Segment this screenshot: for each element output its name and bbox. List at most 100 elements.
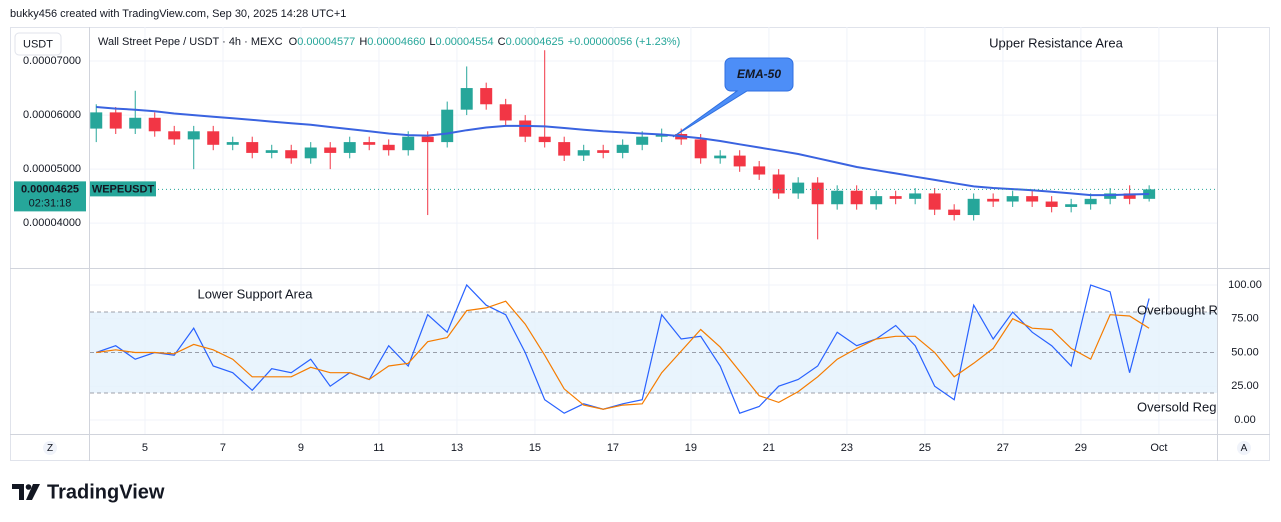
candle-body [928, 193, 941, 210]
y-tick-label: 0.00004000 [23, 217, 81, 229]
x-tick-label: 29 [1075, 442, 1087, 454]
candle-body [402, 136, 415, 151]
candle-body [285, 150, 298, 159]
price-tag-countdown: 02:31:18 [29, 197, 72, 209]
legend-key: H [359, 36, 367, 48]
candle-body [207, 131, 220, 145]
candle-body [480, 88, 493, 105]
oscillator-panel [90, 283, 1217, 414]
scale-button[interactable] [1237, 441, 1251, 455]
candle-body [792, 182, 805, 194]
candle-body [772, 174, 785, 194]
x-tick-label: 25 [919, 442, 931, 454]
candle-body [1065, 204, 1078, 207]
callout-text: EMA-50 [737, 67, 781, 81]
currency-badge-text: USDT [23, 38, 53, 50]
candle-body [1084, 198, 1097, 205]
frame [10, 27, 1270, 461]
legend-value: 0.00004660 [367, 36, 425, 48]
candle-body [1143, 189, 1156, 199]
candle-body [694, 139, 707, 159]
candle-body [714, 155, 727, 159]
x-tick-label: 11 [373, 442, 384, 454]
brand-logo [12, 484, 40, 500]
y-tick-label: 50.00 [1231, 346, 1259, 358]
legend-key: L [429, 36, 435, 48]
annotation: Lower Support Area [198, 286, 314, 301]
symbol-tag-text: WEPEUSDT [92, 183, 155, 195]
x-tick-label: 5 [142, 442, 148, 454]
candle-body [421, 136, 434, 143]
price-tag-value: 0.00004625 [21, 183, 79, 195]
candle-body [226, 142, 239, 145]
candle-body [616, 144, 629, 153]
candle-body [90, 112, 103, 129]
legend: Wall Street Pepe / USDT · 4h · MEXC O0.00… [98, 36, 680, 48]
candle-body [519, 120, 532, 137]
candle-body [577, 150, 590, 156]
price-tag [14, 181, 86, 212]
x-tick-label: 17 [607, 442, 619, 454]
candle-body [909, 193, 922, 199]
annotation: Overbought R [1137, 302, 1218, 317]
candle-body [343, 142, 356, 153]
x-tick-label: 23 [841, 442, 853, 454]
logo-part [26, 484, 40, 500]
candle-body [148, 117, 161, 132]
candle-body [304, 147, 317, 159]
candle-body [538, 136, 551, 143]
candle-body [831, 190, 844, 205]
x-tick-label: 27 [997, 442, 1009, 454]
callout [672, 57, 794, 138]
candle-body [187, 131, 200, 140]
x-tick-label: 21 [763, 442, 775, 454]
candle-body [753, 166, 766, 175]
annotation: Oversold Reg [1137, 399, 1216, 414]
candle-body [850, 190, 863, 205]
legend-change: +0.00000056 (+1.23%) [568, 36, 681, 48]
y-tick-label: 100.00 [1228, 279, 1262, 291]
y-tick-label: 0.00005000 [23, 163, 81, 175]
logo-part [25, 484, 32, 490]
candle-body [1006, 196, 1019, 202]
author-line: bukky456 created with TradingView.com, S… [10, 8, 346, 20]
oscillator-line [96, 300, 1150, 410]
scale-button-label: A [1241, 443, 1248, 454]
price-panel [90, 50, 1217, 240]
candle-body [1123, 193, 1136, 199]
candle-body [870, 196, 883, 205]
x-tick-label: 9 [298, 442, 304, 454]
candle-body [168, 131, 181, 140]
candle-body [1104, 193, 1117, 199]
candle-body [109, 112, 122, 129]
candle-body [129, 117, 142, 129]
candle-body [558, 142, 571, 156]
y-tick-label: 0.00 [1234, 414, 1255, 426]
candle-body [948, 209, 961, 216]
annotation: Upper Resistance Area [989, 35, 1123, 50]
candle-body [382, 144, 395, 151]
candle-body [636, 136, 649, 145]
x-tick-label: 13 [451, 442, 463, 454]
symbol-tag [90, 181, 156, 197]
currency-badge[interactable] [14, 32, 62, 56]
candle-body [324, 147, 337, 153]
scale-button[interactable] [43, 441, 57, 455]
legend-value: 0.00004625 [506, 36, 564, 48]
y-tick-label: 25.00 [1231, 380, 1259, 392]
candle-body [889, 196, 902, 199]
candle-body [499, 104, 512, 121]
candle-body [811, 182, 824, 205]
legend-key: C [498, 36, 506, 48]
y-tick-label: 0.00006000 [23, 109, 81, 121]
candle-body [733, 155, 746, 167]
legend-value: 0.00004554 [436, 36, 494, 48]
candle-body [987, 198, 1000, 202]
brand-name: TradingView [47, 481, 165, 503]
y-tick-label: 75.00 [1231, 313, 1259, 325]
legend-title: Wall Street Pepe / USDT · 4h · MEXC [98, 36, 283, 48]
candle-body [265, 150, 278, 153]
